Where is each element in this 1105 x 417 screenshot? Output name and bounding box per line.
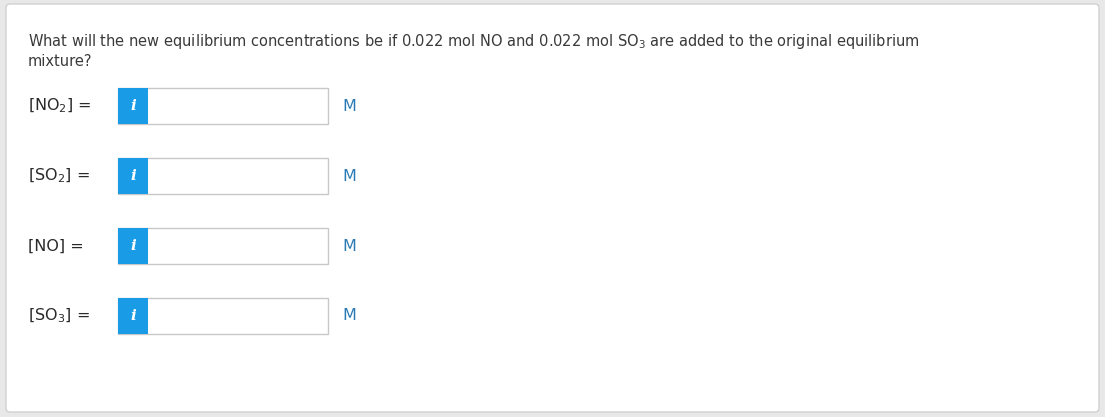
Bar bbox=[118, 88, 328, 124]
Text: i: i bbox=[130, 309, 136, 323]
Text: [NO] =: [NO] = bbox=[28, 239, 84, 254]
Text: i: i bbox=[130, 239, 136, 253]
Text: M: M bbox=[343, 239, 356, 254]
Text: [SO$_2$] =: [SO$_2$] = bbox=[28, 167, 90, 185]
Text: i: i bbox=[130, 169, 136, 183]
Bar bbox=[118, 158, 148, 194]
Bar bbox=[118, 228, 328, 264]
Text: mixture?: mixture? bbox=[28, 54, 93, 69]
Text: [SO$_3$] =: [SO$_3$] = bbox=[28, 307, 90, 325]
Text: M: M bbox=[343, 168, 356, 183]
FancyBboxPatch shape bbox=[6, 4, 1099, 412]
Text: [NO$_2$] =: [NO$_2$] = bbox=[28, 97, 92, 115]
Bar bbox=[118, 298, 148, 334]
Text: M: M bbox=[343, 98, 356, 113]
Text: M: M bbox=[343, 309, 356, 324]
Text: i: i bbox=[130, 99, 136, 113]
Bar bbox=[118, 88, 148, 124]
Text: What will the new equilibrium concentrations be if 0.022 mol NO and 0.022 mol SO: What will the new equilibrium concentrat… bbox=[28, 32, 919, 51]
Bar bbox=[118, 158, 328, 194]
Bar bbox=[118, 228, 148, 264]
Bar bbox=[118, 298, 328, 334]
